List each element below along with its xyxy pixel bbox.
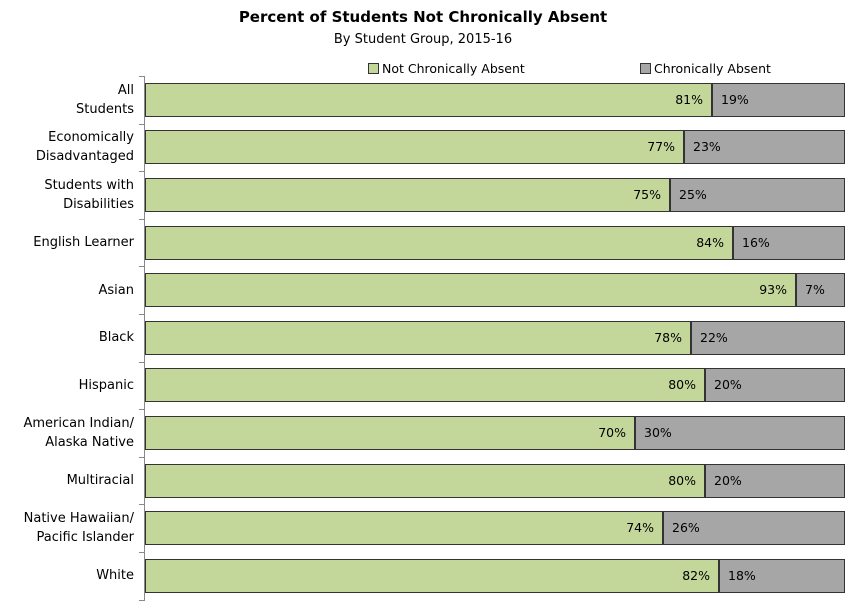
y-tick-label: White xyxy=(96,568,134,584)
bar-segment xyxy=(663,511,845,546)
category-tick xyxy=(139,171,145,173)
bar-segment xyxy=(145,225,733,260)
legend-label: Not Chronically Absent xyxy=(382,61,525,76)
category-tick xyxy=(139,599,145,601)
y-tick-label: Multiracial xyxy=(66,473,134,489)
data-label: 78% xyxy=(654,329,682,345)
y-tick-label: English Learner xyxy=(33,235,134,251)
data-label: 25% xyxy=(679,187,707,202)
bar-segment xyxy=(145,463,705,498)
data-label: 20% xyxy=(714,377,742,393)
data-label: 7% xyxy=(805,282,825,298)
bar-segment xyxy=(733,225,845,260)
data-label: 74% xyxy=(626,520,654,536)
bar-segment xyxy=(670,178,845,212)
data-label: 18% xyxy=(728,567,756,583)
bar-segment xyxy=(712,82,845,117)
y-tick-label: Economically Disadvantaged xyxy=(35,130,134,165)
category-tick xyxy=(139,409,145,411)
data-label: 26% xyxy=(672,520,700,536)
legend-swatch xyxy=(640,63,651,74)
bar-segment xyxy=(145,273,796,308)
category-tick xyxy=(139,123,145,125)
data-label: 30% xyxy=(644,425,672,440)
data-label: 93% xyxy=(759,282,787,298)
data-label: 70% xyxy=(598,425,626,440)
data-label: 19% xyxy=(721,91,749,107)
category-tick xyxy=(139,552,145,553)
y-tick-label: Students with Disabilities xyxy=(44,178,134,212)
bar-segment xyxy=(145,558,719,593)
bar-segment xyxy=(145,511,663,546)
category-tick xyxy=(139,456,145,458)
chart-title: Percent of Students Not Chronically Abse… xyxy=(238,8,608,26)
category-tick xyxy=(139,218,145,220)
legend-label: Chronically Absent xyxy=(654,61,771,76)
bar-segment xyxy=(705,463,845,498)
y-tick-label: American Indian/ Alaska Native xyxy=(23,416,134,450)
bar-segment xyxy=(145,320,691,355)
data-label: 23% xyxy=(693,139,721,155)
bar-segment xyxy=(145,130,684,165)
data-label: 75% xyxy=(633,187,661,202)
legend-item: Chronically Absent xyxy=(640,61,771,76)
legend-item: Not Chronically Absent xyxy=(368,61,525,76)
data-label: 77% xyxy=(647,139,675,155)
bar-segment xyxy=(145,368,705,403)
bar-segment xyxy=(145,178,670,212)
bar-segment xyxy=(635,416,845,450)
data-label: 80% xyxy=(668,472,696,488)
category-tick xyxy=(139,266,145,268)
bar-segment xyxy=(691,320,845,355)
y-tick-label: Black xyxy=(98,330,134,346)
category-tick xyxy=(139,314,145,315)
bar-segment xyxy=(684,130,845,165)
legend-swatch xyxy=(368,63,379,74)
bar-segment xyxy=(705,368,845,403)
data-label: 20% xyxy=(714,472,742,488)
data-label: 81% xyxy=(675,91,703,107)
bar-segment xyxy=(145,82,712,117)
data-label: 22% xyxy=(700,329,728,345)
data-label: 84% xyxy=(696,234,724,250)
data-label: 82% xyxy=(682,567,710,583)
category-tick xyxy=(139,504,145,506)
category-tick xyxy=(139,76,145,77)
y-tick-label: All Students xyxy=(76,82,134,117)
y-tick-label: Native Hawaiian/ Pacific Islander xyxy=(23,511,134,546)
bar-segment xyxy=(145,416,635,450)
data-label: 16% xyxy=(742,234,770,250)
data-label: 80% xyxy=(668,377,696,393)
bar-segment xyxy=(719,558,845,593)
chart-subtitle: By Student Group, 2015-16 xyxy=(333,32,513,47)
bar-segment xyxy=(796,273,845,308)
y-tick-label: Hispanic xyxy=(78,377,134,393)
y-axis-line xyxy=(144,76,145,600)
category-tick xyxy=(139,361,145,363)
y-tick-label: Asian xyxy=(98,282,134,298)
